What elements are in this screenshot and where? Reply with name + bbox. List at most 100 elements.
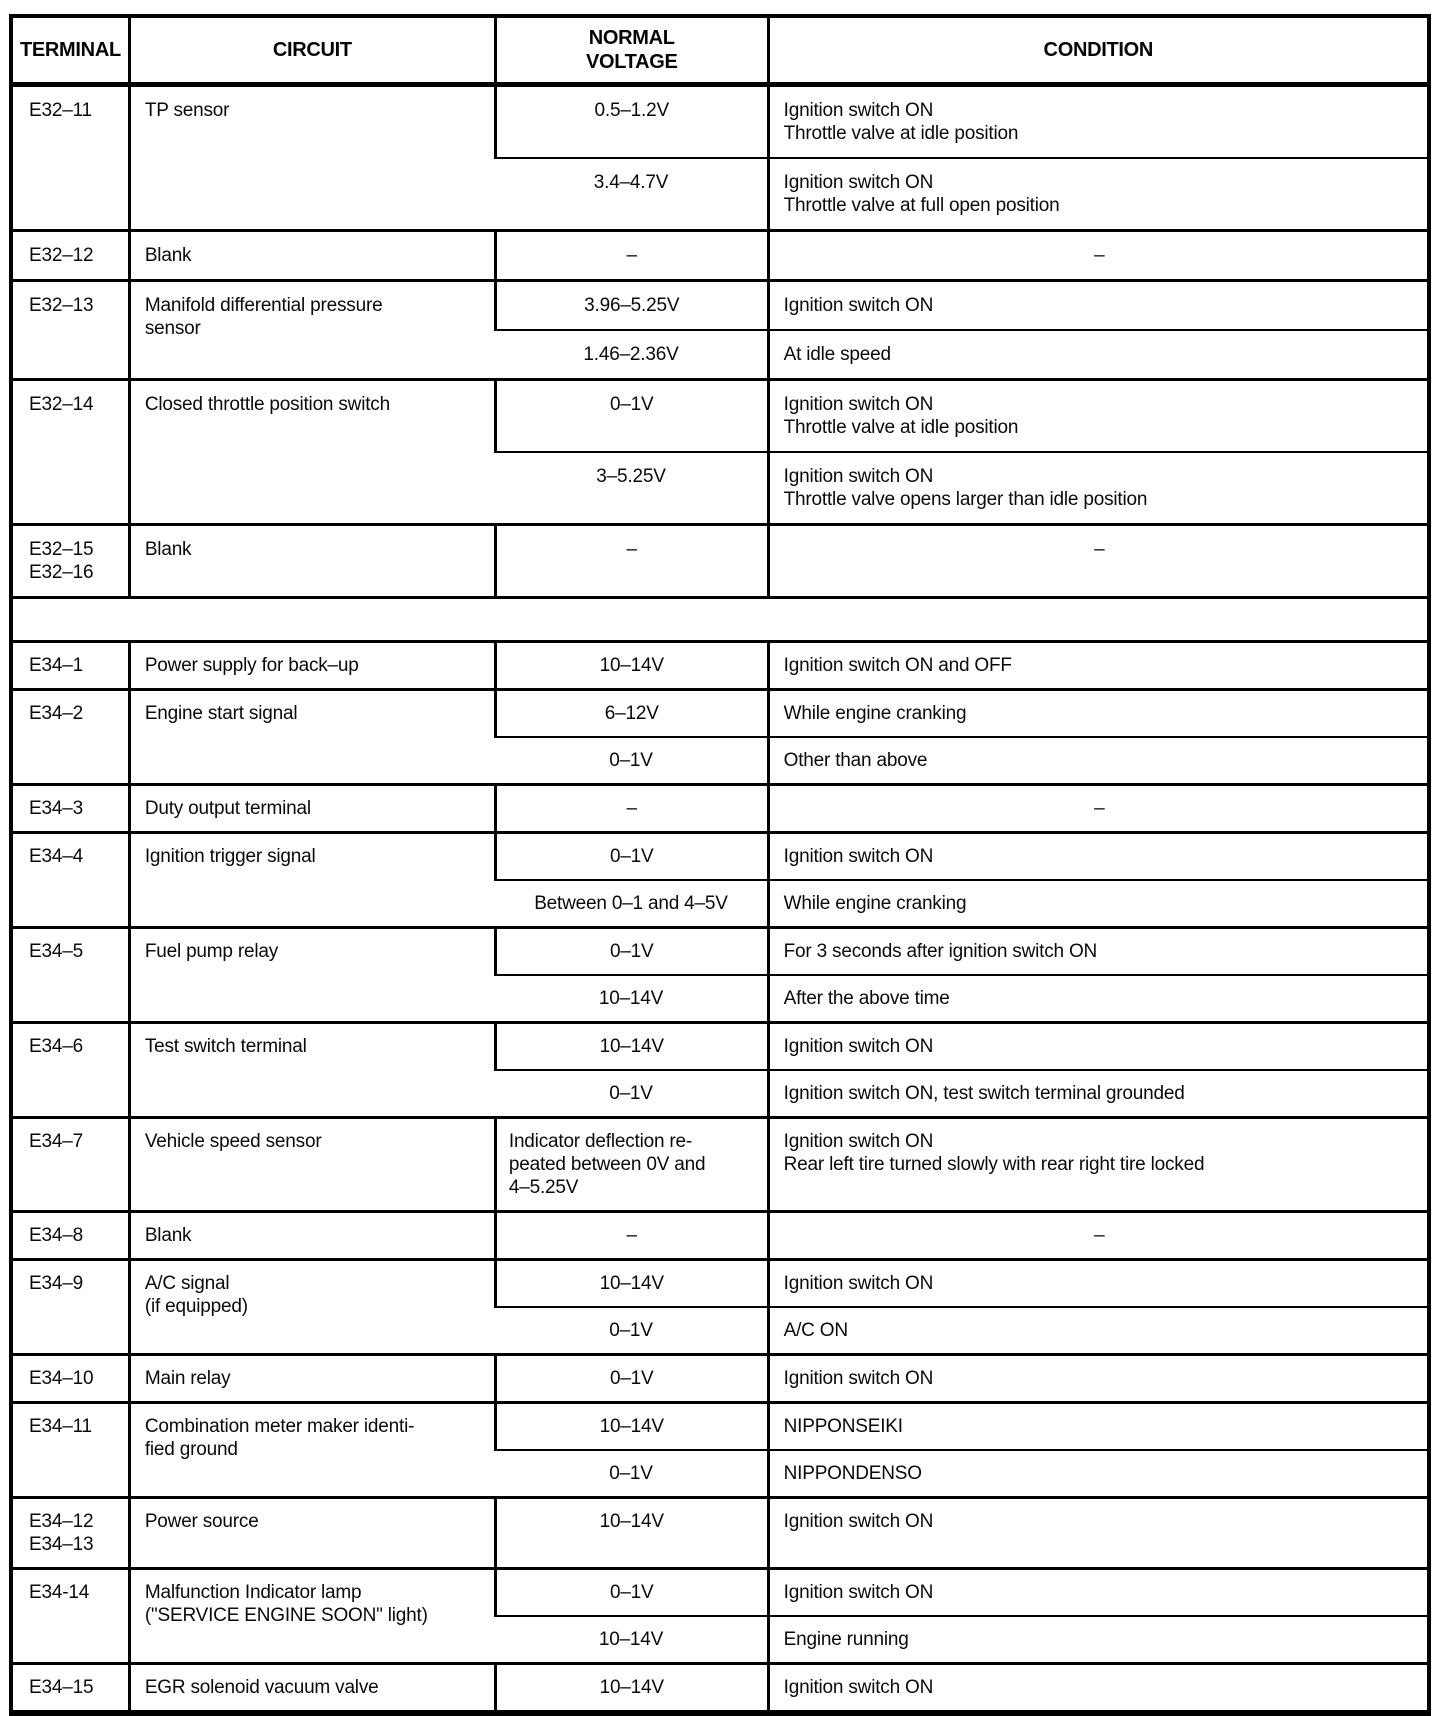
- table-row: E34–11 Combination meter maker identi- fi…: [11, 1401, 1429, 1498]
- condition-cell: Ignition switch ON Throttle valve at idl…: [766, 378, 1429, 452]
- table-row: E34–4 Ignition trigger signal 0–1V Ignition…: [11, 831, 1429, 928]
- voltage-cell: 10–14V: [493, 1662, 769, 1713]
- voltage-cell: 0–1V: [495, 1306, 769, 1355]
- terminal-cell: E34–15: [11, 1662, 130, 1713]
- voltage-cell: 3.4–4.7V: [495, 157, 769, 231]
- voltage-cell: 3.96–5.25V: [493, 279, 769, 330]
- table-row: E34–12 E34–13 Power source 10–14V Ignition …: [11, 1496, 1429, 1569]
- terminal-cell: E34–2: [11, 688, 130, 785]
- voltage-cell: 10–14V: [495, 974, 769, 1023]
- condition-cell: NIPPONSEIKI: [766, 1401, 1429, 1450]
- condition-cell: Ignition switch ON: [766, 279, 1429, 330]
- terminal-cell: E32–13: [11, 279, 130, 380]
- voltage-cell: 0–1V: [493, 378, 769, 452]
- condition-cell: Ignition switch ON: [766, 1258, 1429, 1307]
- condition-cell: Ignition switch ON Throttle valve at ful…: [766, 157, 1429, 231]
- terminal-cell: E34–10: [11, 1353, 130, 1403]
- condition-cell: NIPPONDENSO: [766, 1449, 1429, 1498]
- voltage-cell: –: [493, 523, 769, 598]
- condition-cell: Ignition switch ON Throttle valve opens …: [766, 451, 1429, 525]
- circuit-cell: Engine start signal: [127, 688, 496, 785]
- terminal-cell: E34–12 E34–13: [11, 1496, 130, 1569]
- circuit-cell: Main relay: [127, 1353, 496, 1403]
- terminal-cell: E34–7: [11, 1116, 130, 1212]
- voltage-cell: 0.5–1.2V: [493, 83, 769, 158]
- terminal-cell: E32–11: [11, 83, 130, 231]
- table-row: 0–1V Ignition switch ON, test switch term…: [11, 1069, 1429, 1118]
- terminal-cell: E32–15 E32–16: [11, 523, 130, 598]
- terminal-cell: E34–5: [11, 926, 130, 1023]
- voltage-cell: 0–1V: [493, 1567, 769, 1616]
- circuit-cell: EGR solenoid vacuum valve: [127, 1662, 496, 1713]
- table-row: 1.46–2.36V At idle speed: [11, 329, 1429, 380]
- table-row: E34-14 Malfunction Indicator lamp ("SERVI…: [11, 1567, 1429, 1664]
- voltage-cell: 0–1V: [493, 926, 769, 975]
- condition-cell: –: [766, 1210, 1429, 1260]
- table-row: E34–7 Vehicle speed sensor Indicator defle…: [11, 1116, 1429, 1212]
- circuit-cell: Blank: [127, 1210, 496, 1260]
- terminal-cell: E34–3: [11, 783, 130, 833]
- table-row: 3.4–4.7V Ignition switch ON Throttle valv…: [11, 157, 1429, 231]
- table-row: E32–15 E32–16 Blank – –: [11, 523, 1429, 598]
- condition-cell: Other than above: [766, 736, 1429, 785]
- table-row: E34–10 Main relay 0–1V Ignition switch ON: [11, 1353, 1429, 1403]
- terminal-cell: E34–9: [11, 1258, 130, 1355]
- condition-cell: Ignition switch ON: [766, 1496, 1429, 1569]
- condition-cell: Ignition switch ON, test switch terminal…: [766, 1069, 1429, 1118]
- table-row: E34–9 A/C signal (if equipped) 10–14V Ignit…: [11, 1258, 1429, 1355]
- manual-page: TERMINAL CIRCUIT NORMAL VOLTAGE CONDITIO…: [9, 14, 1431, 1716]
- terminal-cell: E34–4: [11, 831, 130, 928]
- terminal-cell: E32–12: [11, 229, 130, 281]
- section-gap-row: [11, 596, 1429, 642]
- circuit-cell: Blank: [127, 229, 496, 281]
- terminal-cell: E34–8: [11, 1210, 130, 1260]
- voltage-cell: 0–1V: [495, 1069, 769, 1118]
- condition-cell: –: [766, 229, 1429, 281]
- voltage-cell: 6–12V: [493, 688, 769, 737]
- table-row: Between 0–1 and 4–5V While engine crankin…: [11, 879, 1429, 928]
- condition-cell: Ignition switch ON: [766, 1353, 1429, 1403]
- table-row: 0–1V Other than above: [11, 736, 1429, 785]
- circuit-cell: Manifold differential pressure sensor: [127, 279, 496, 380]
- circuit-cell: TP sensor: [127, 83, 496, 231]
- circuit-cell: Combination meter maker identi- fied gro…: [127, 1401, 496, 1498]
- table-row: E34–15 EGR solenoid vacuum valve 10–14V Ign…: [11, 1662, 1429, 1713]
- circuit-cell: A/C signal (if equipped): [127, 1258, 496, 1355]
- table-row: E34–3 Duty output terminal – –: [11, 783, 1429, 833]
- condition-cell: Ignition switch ON: [766, 1662, 1429, 1713]
- terminal-cell: E32–14: [11, 378, 130, 525]
- column-header-circuit: CIRCUIT: [127, 16, 496, 87]
- table-row: E34–5 Fuel pump relay 0–1V For 3 seconds af…: [11, 926, 1429, 1023]
- circuit-cell: Power source: [127, 1496, 496, 1569]
- voltage-cell: Between 0–1 and 4–5V: [495, 879, 769, 928]
- voltage-cell: 3–5.25V: [495, 451, 769, 525]
- condition-cell: Ignition switch ON Throttle valve at idl…: [766, 83, 1429, 158]
- voltage-cell: 10–14V: [493, 1021, 769, 1070]
- voltage-cell: 10–14V: [493, 1401, 769, 1450]
- condition-cell: While engine cranking: [766, 879, 1429, 928]
- voltage-cell: 0–1V: [493, 831, 769, 880]
- table-row: 3–5.25V Ignition switch ON Throttle valve…: [11, 451, 1429, 525]
- voltage-cell: 10–14V: [493, 1258, 769, 1307]
- column-header-condition: CONDITION: [766, 16, 1429, 87]
- table-row: 10–14V After the above time: [11, 974, 1429, 1023]
- voltage-cell: –: [493, 783, 769, 833]
- circuit-cell: Fuel pump relay: [127, 926, 496, 1023]
- table-row: E32–12 Blank – –: [11, 229, 1429, 281]
- circuit-cell: Malfunction Indicator lamp ("SERVICE ENG…: [127, 1567, 496, 1664]
- condition-cell: –: [766, 523, 1429, 598]
- condition-cell: –: [766, 783, 1429, 833]
- circuit-cell: Vehicle speed sensor: [127, 1116, 496, 1212]
- circuit-cell: Power supply for back–up: [127, 640, 496, 690]
- section-gap-cell: [11, 596, 1429, 642]
- circuit-cell: Test switch terminal: [127, 1021, 496, 1118]
- table-row: E34–2 Engine start signal 6–12V While engin…: [11, 688, 1429, 785]
- condition-cell: Ignition switch ON: [766, 1567, 1429, 1616]
- voltage-cell: 10–14V: [493, 1496, 769, 1569]
- column-header-terminal: TERMINAL: [11, 16, 130, 87]
- voltage-cell: 1.46–2.36V: [495, 329, 769, 380]
- condition-cell: While engine cranking: [766, 688, 1429, 737]
- voltage-cell: 0–1V: [495, 736, 769, 785]
- terminal-voltage-table: TERMINAL CIRCUIT NORMAL VOLTAGE CONDITIO…: [9, 14, 1431, 1716]
- circuit-cell: Blank: [127, 523, 496, 598]
